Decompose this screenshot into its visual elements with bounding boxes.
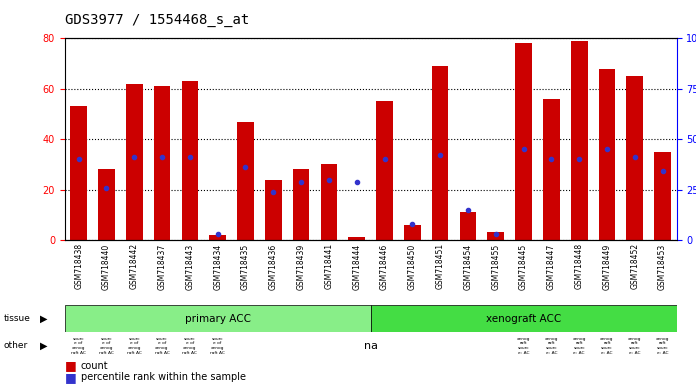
Text: sourc
e of
xenog
raft AC: sourc e of xenog raft AC (155, 337, 170, 354)
Text: GSM718453: GSM718453 (658, 243, 667, 290)
Text: GSM718436: GSM718436 (269, 243, 278, 290)
Bar (237, 122, 254, 240)
Bar (370, 305, 677, 332)
Text: GSM718448: GSM718448 (575, 243, 584, 290)
Bar (571, 41, 587, 240)
Point (462, 207, 473, 213)
Bar (182, 81, 198, 240)
Bar (515, 43, 532, 240)
Text: GSM718437: GSM718437 (157, 243, 166, 290)
Text: GSM718451: GSM718451 (436, 243, 445, 290)
Bar (321, 164, 338, 240)
Text: GSM718435: GSM718435 (241, 243, 250, 290)
Bar (376, 101, 393, 240)
Text: ■: ■ (65, 371, 77, 384)
Point (406, 221, 418, 227)
Point (184, 154, 196, 161)
Text: count: count (81, 361, 109, 371)
Text: ▶: ▶ (40, 314, 48, 324)
Text: GSM718452: GSM718452 (631, 243, 640, 290)
Text: sourc
e of
xenog
raft AC: sourc e of xenog raft AC (210, 337, 225, 354)
Text: GSM718447: GSM718447 (547, 243, 556, 290)
Point (434, 152, 445, 158)
Point (324, 177, 335, 183)
Text: GSM718440: GSM718440 (102, 243, 111, 290)
Text: xenog
raft
sourc
e: AC: xenog raft sourc e: AC (600, 337, 614, 354)
Text: xenog
raft
sourc
e: AC: xenog raft sourc e: AC (656, 337, 670, 354)
Text: na: na (363, 341, 378, 351)
Bar (293, 169, 310, 240)
Text: xenograft ACC: xenograft ACC (486, 314, 561, 324)
Point (546, 156, 557, 162)
Point (240, 164, 251, 170)
Bar (543, 99, 560, 240)
Bar (459, 212, 476, 240)
Text: GSM718434: GSM718434 (213, 243, 222, 290)
Text: GSM718445: GSM718445 (519, 243, 528, 290)
Text: GSM718438: GSM718438 (74, 243, 83, 290)
Text: GSM718444: GSM718444 (352, 243, 361, 290)
Text: GSM718441: GSM718441 (324, 243, 333, 290)
Bar (654, 152, 671, 240)
Text: xenog
raft
sourc
e: AC: xenog raft sourc e: AC (517, 337, 530, 354)
Text: GSM718446: GSM718446 (380, 243, 389, 290)
Bar (265, 180, 282, 240)
Text: sourc
e of
xenog
raft AC: sourc e of xenog raft AC (99, 337, 114, 354)
Text: GSM718442: GSM718442 (129, 243, 139, 290)
Point (629, 154, 640, 161)
Bar (349, 237, 365, 240)
Text: primary ACC: primary ACC (184, 314, 251, 324)
Text: GSM718449: GSM718449 (603, 243, 612, 290)
Text: percentile rank within the sample: percentile rank within the sample (81, 372, 246, 382)
Text: xenog
raft
sourc
e: AC: xenog raft sourc e: AC (545, 337, 558, 354)
Text: GSM718454: GSM718454 (464, 243, 473, 290)
Bar (98, 169, 115, 240)
Point (518, 146, 529, 152)
Point (73, 156, 84, 162)
Bar (599, 69, 615, 240)
Text: GSM718455: GSM718455 (491, 243, 500, 290)
Point (212, 231, 223, 237)
Text: tissue: tissue (3, 314, 31, 323)
Text: sourc
e of
xenog
raft AC: sourc e of xenog raft AC (182, 337, 197, 354)
Text: sourc
e of
xenog
raft AC: sourc e of xenog raft AC (71, 337, 86, 354)
Text: GSM718443: GSM718443 (185, 243, 194, 290)
Point (268, 189, 279, 195)
Point (490, 231, 501, 237)
Bar (626, 76, 643, 240)
Bar (154, 86, 171, 240)
Bar (70, 106, 87, 240)
Point (574, 156, 585, 162)
Bar (404, 225, 420, 240)
Point (601, 146, 612, 152)
Point (101, 185, 112, 191)
Bar (432, 66, 448, 240)
Point (129, 154, 140, 161)
Bar (65, 305, 370, 332)
Text: ■: ■ (65, 359, 77, 372)
Point (296, 179, 307, 185)
Point (657, 168, 668, 174)
Text: xenog
raft
sourc
e: AC: xenog raft sourc e: AC (572, 337, 586, 354)
Bar (487, 232, 504, 240)
Text: GSM718450: GSM718450 (408, 243, 417, 290)
Text: GDS3977 / 1554468_s_at: GDS3977 / 1554468_s_at (65, 13, 249, 27)
Bar (209, 235, 226, 240)
Text: other: other (3, 341, 28, 350)
Point (351, 179, 363, 185)
Text: sourc
e of
xenog
raft AC: sourc e of xenog raft AC (127, 337, 142, 354)
Bar (126, 84, 143, 240)
Point (379, 156, 390, 162)
Text: GSM718439: GSM718439 (296, 243, 306, 290)
Text: xenog
raft
sourc
e: AC: xenog raft sourc e: AC (628, 337, 642, 354)
Text: ▶: ▶ (40, 341, 48, 351)
Point (157, 154, 168, 161)
